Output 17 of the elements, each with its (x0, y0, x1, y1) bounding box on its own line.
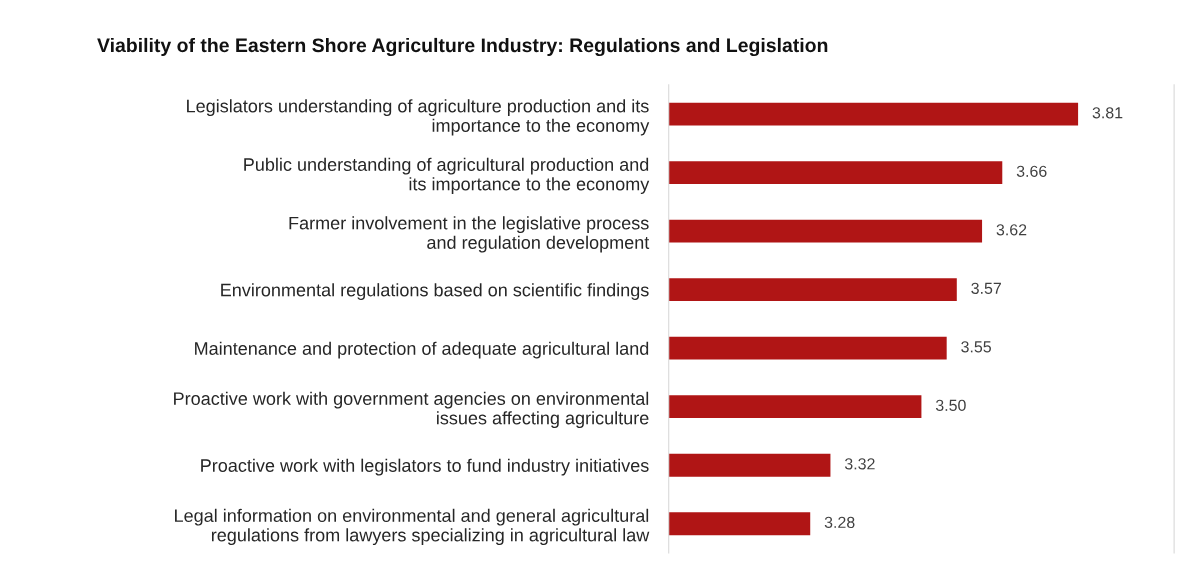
data-label: 3.55 (961, 341, 991, 353)
y-tick-label: Legal information on environmental and general agricultural regulations from lawyers specializing in agricultural law (175, 508, 650, 546)
data-label: 3.50 (935, 399, 966, 411)
data-label: 3.66 (1016, 165, 1047, 177)
y-tick-label: Public understanding of agricultural production and its importance to the economy (244, 157, 650, 194)
y-tick-label: Proactive work with legislators to fund industry initiatives (201, 458, 649, 476)
data-label: 3.81 (1092, 107, 1123, 119)
y-tick-label: Legislators understanding of agriculture production and its importance to the economy (187, 99, 650, 136)
data-label: 3.28 (824, 516, 855, 529)
data-label: 3.57 (971, 282, 1001, 294)
text: Viability of the Eastern Shore Agriculture Industry: Regulations and Legislation (97, 37, 828, 57)
data-label: 3.62 (996, 224, 1027, 236)
data-label: 3.32 (844, 458, 875, 470)
y-tick-label: Farmer involvement in the legislative process and regulation development (289, 216, 650, 253)
y-tick-label: Environmental regulations based on scientific findings (221, 283, 649, 300)
y-tick-label: Proactive work with government agencies on environmental issues affecting agriculture (174, 391, 649, 429)
y-tick-label: Maintenance and protection of adequate agricultural land (195, 341, 649, 359)
